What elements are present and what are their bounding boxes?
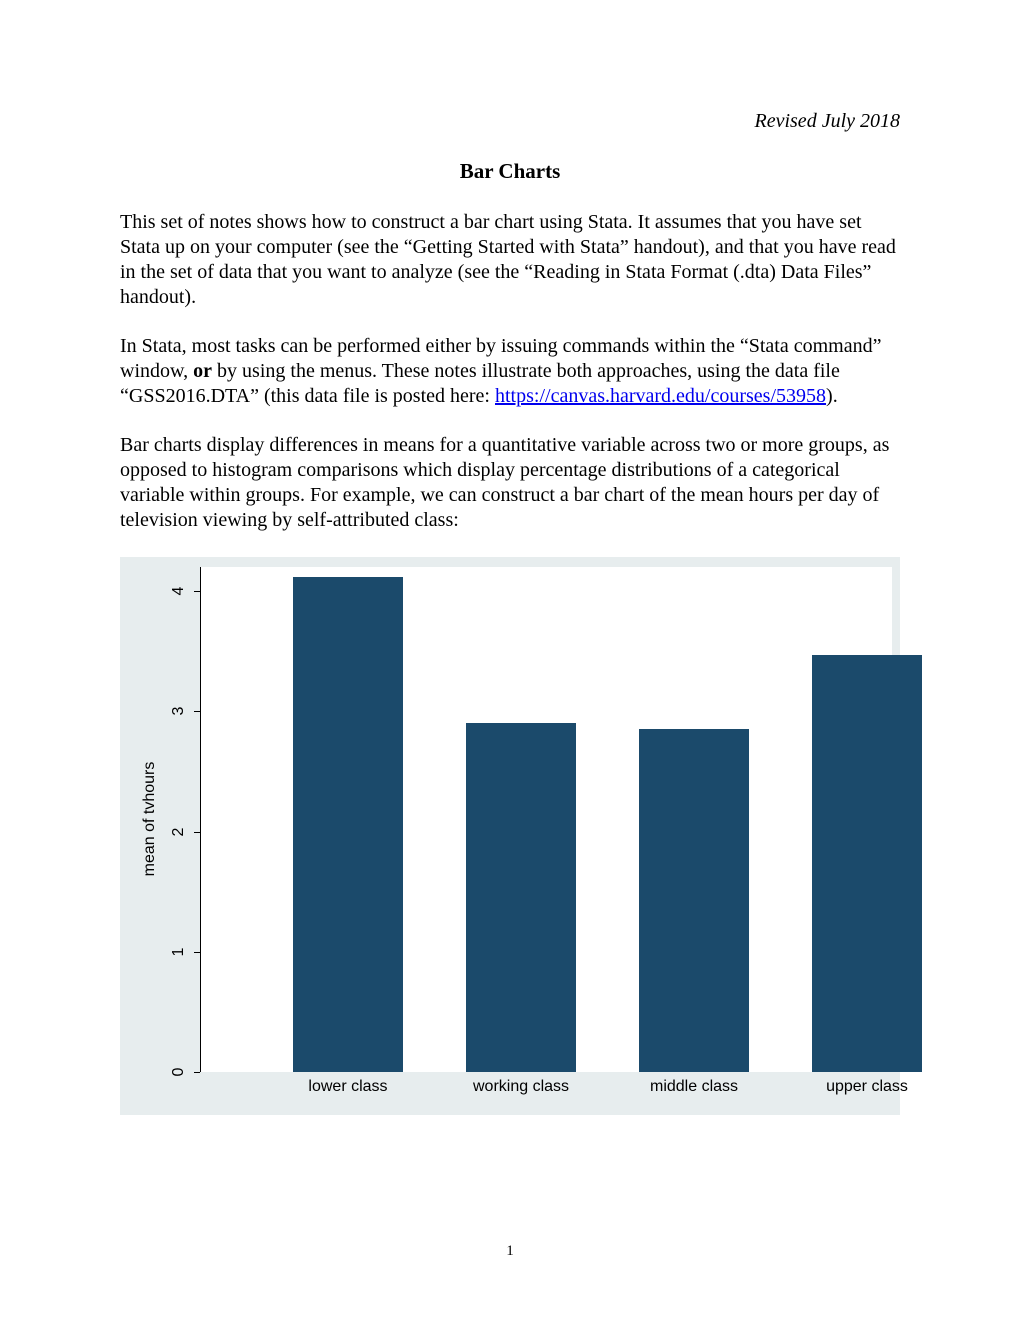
y-axis-title: mean of tvhours [141, 754, 159, 884]
p2-text-c: ). [826, 385, 838, 407]
document-page: Revised July 2018 Bar Charts This set of… [0, 0, 1020, 1320]
page-number: 1 [0, 1243, 1020, 1260]
y-tick-label: 3 [170, 701, 190, 721]
x-tick-label: middle class [614, 1078, 774, 1096]
y-tick-label: 4 [170, 581, 190, 601]
page-title: Bar Charts [120, 159, 900, 184]
bar [466, 723, 576, 1072]
y-tick [194, 952, 200, 953]
y-tick-label: 2 [170, 822, 190, 842]
tvhours-bar-chart: 0 1 2 3 4 mean of tvhours lower class working c… [120, 557, 900, 1115]
chart-plot-area [200, 567, 892, 1072]
y-tick [194, 832, 200, 833]
y-tick [194, 1072, 200, 1073]
x-tick-label: lower class [268, 1078, 428, 1096]
canvas-link[interactable]: https://canvas.harvard.edu/courses/53958 [495, 385, 826, 407]
y-tick-label: 0 [170, 1062, 190, 1082]
bar [639, 729, 749, 1072]
x-tick-label: working class [441, 1078, 601, 1096]
intro-paragraph-1: This set of notes shows how to construct… [120, 210, 900, 310]
revised-date: Revised July 2018 [120, 110, 900, 133]
p2-bold-or: or [193, 360, 212, 382]
bar [293, 577, 403, 1072]
y-tick-label: 1 [170, 942, 190, 962]
bar [812, 655, 922, 1072]
y-axis-line [200, 567, 201, 1072]
y-tick [194, 591, 200, 592]
y-tick [194, 711, 200, 712]
x-tick-label: upper class [787, 1078, 947, 1096]
intro-paragraph-2: In Stata, most tasks can be performed ei… [120, 334, 900, 409]
intro-paragraph-3: Bar charts display differences in means … [120, 433, 900, 533]
